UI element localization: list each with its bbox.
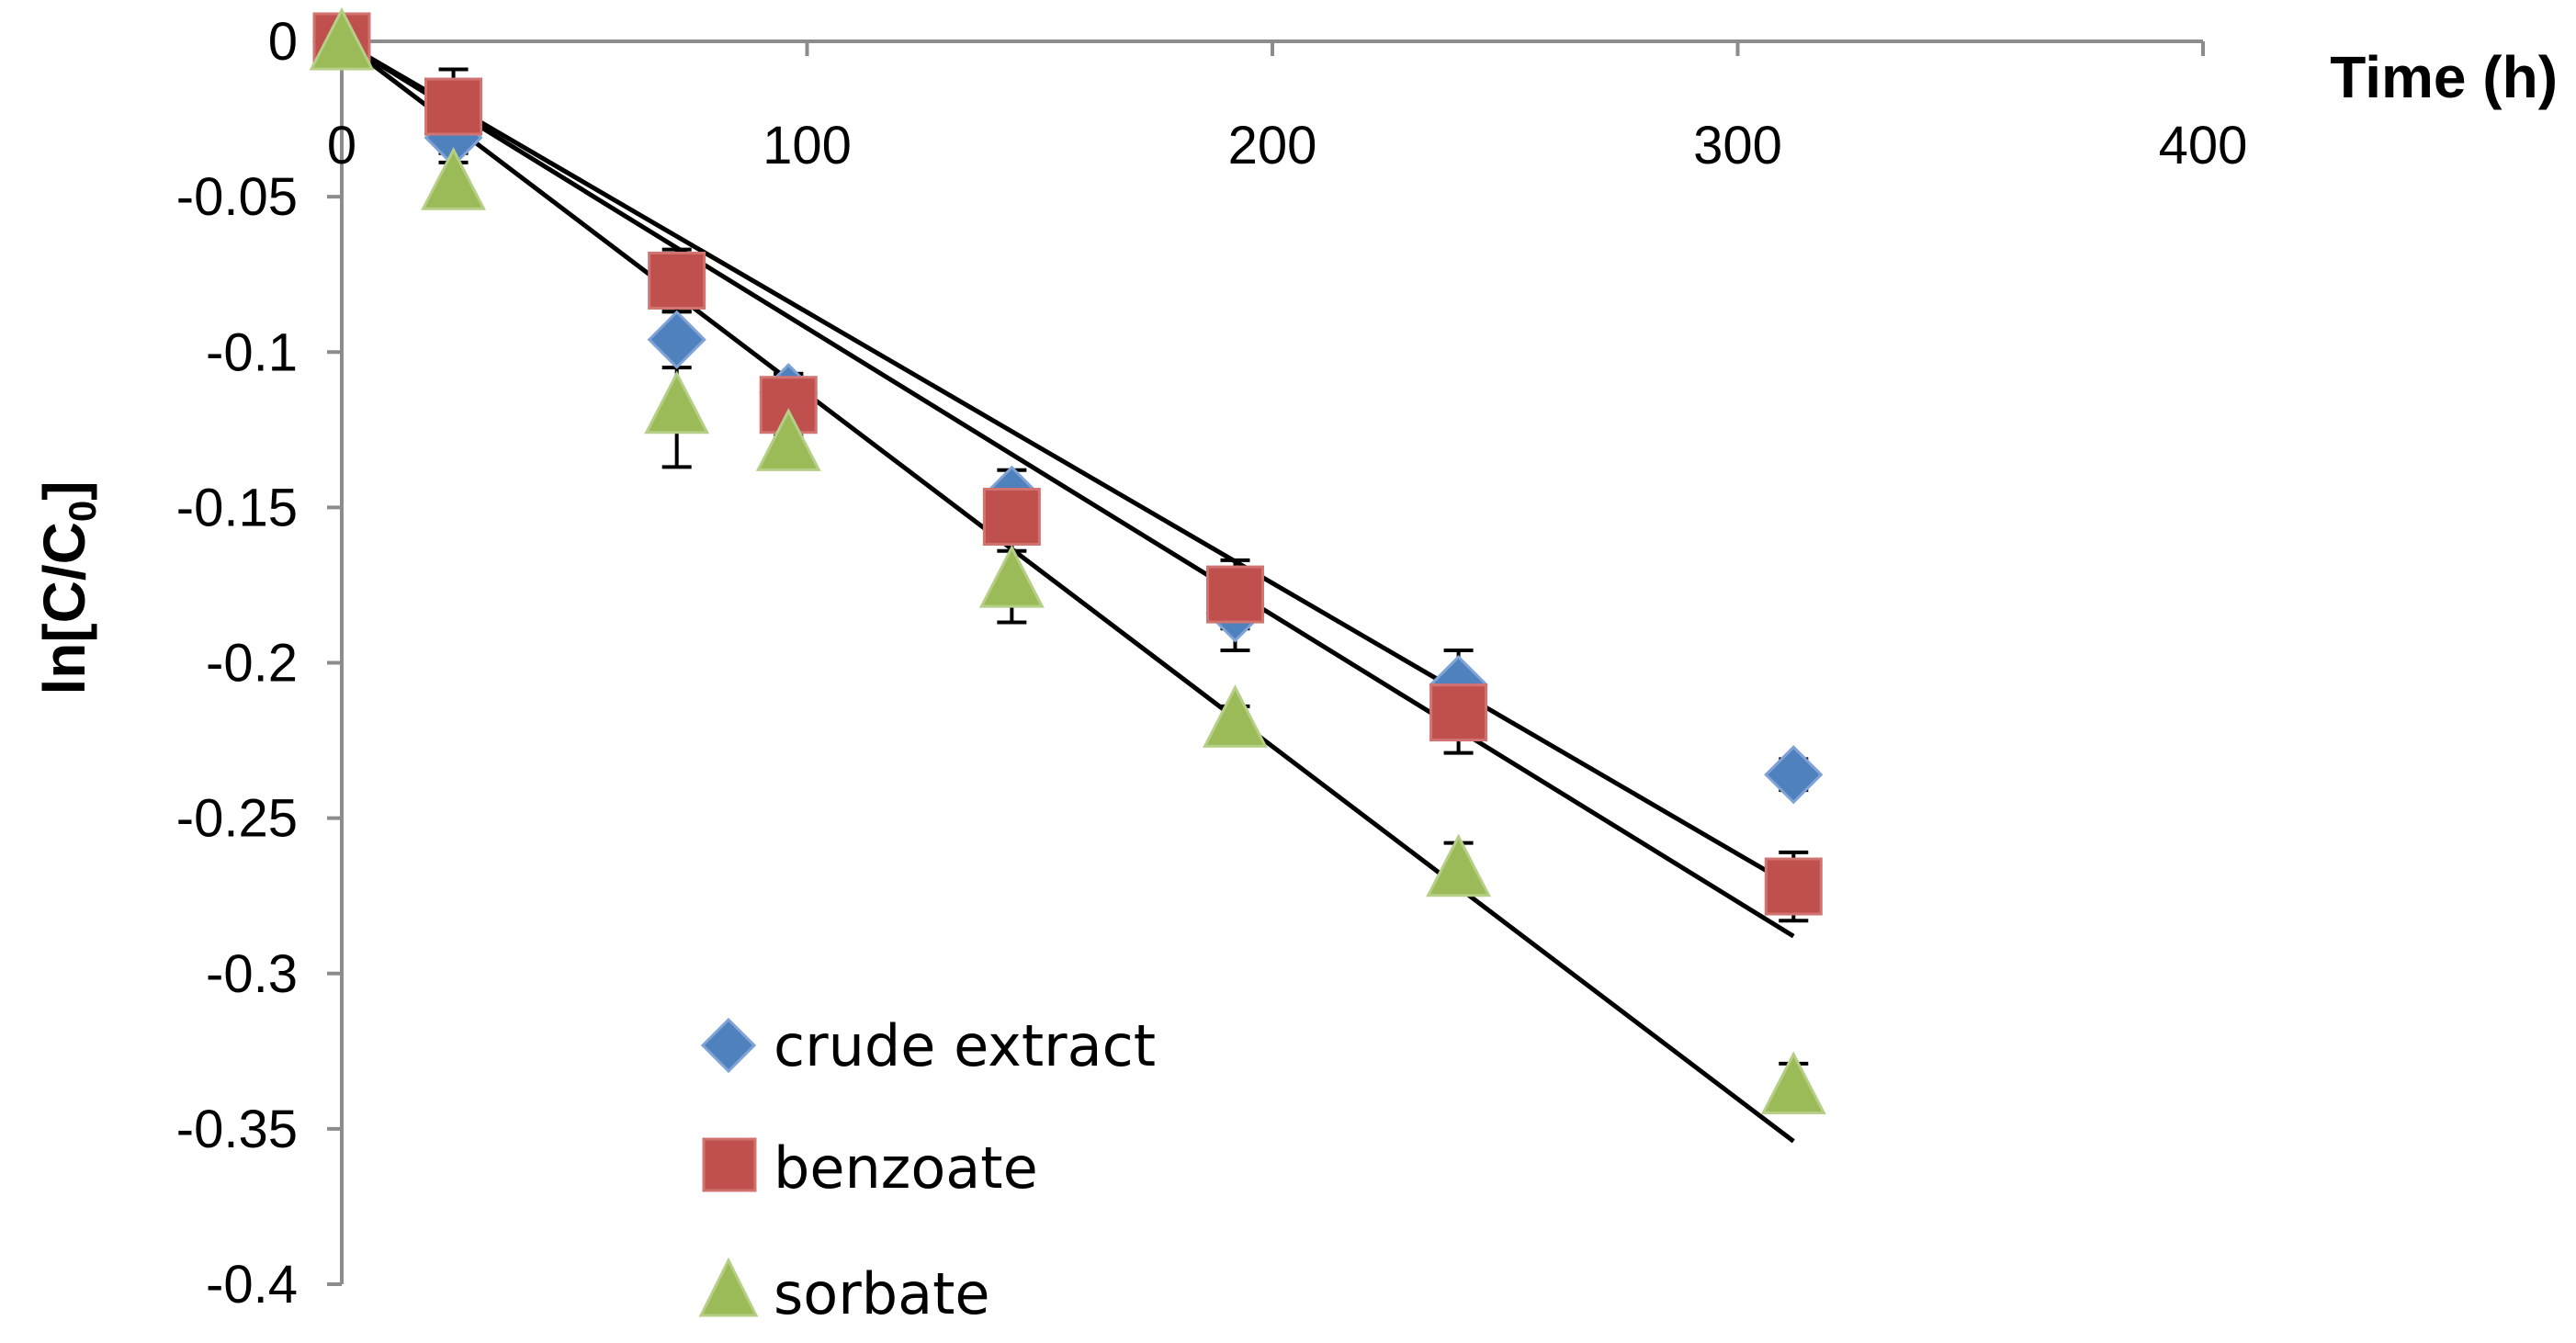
data-point-sorbate — [644, 370, 710, 434]
data-point-sorbate — [1203, 684, 1268, 748]
x-axis-title: Time (h) — [2330, 44, 2558, 110]
data-point-benzoate — [1205, 565, 1264, 624]
data-point-sorbate — [755, 408, 821, 471]
data-point-crude-extract — [647, 310, 706, 369]
data-markers — [309, 6, 1826, 1115]
trend-line-crude-extract — [340, 39, 1795, 889]
x-tick-label: 100 — [763, 116, 852, 175]
legend-item-crude-extract: crude extract — [700, 1012, 1156, 1079]
y-tick-label: -0.1 — [206, 322, 298, 382]
y-tick-label: -0.2 — [206, 634, 298, 694]
legend-label-crude-extract: crude extract — [774, 1012, 1156, 1079]
y-tick-label: 0 — [268, 12, 298, 72]
legend-item-sorbate: sorbate — [698, 1257, 990, 1327]
data-point-benzoate — [424, 77, 483, 136]
y-tick-label: -0.3 — [206, 944, 298, 1004]
y-tick-label: -0.05 — [176, 167, 298, 227]
y-axis-title-main: ln[C/C — [31, 522, 97, 694]
legend: crude extract benzoate sorbate — [698, 1012, 1156, 1327]
y-tick-label: -0.15 — [176, 478, 298, 537]
diamond-marker-icon — [700, 1017, 757, 1074]
triangle-marker-icon — [698, 1257, 759, 1317]
y-axis-title-end: ] — [31, 480, 97, 500]
error-bars — [438, 67, 1809, 1110]
legend-label-benzoate: benzoate — [774, 1134, 1038, 1202]
y-axis-title-subscript: 0 — [61, 501, 104, 522]
legend-label-sorbate: sorbate — [774, 1260, 990, 1327]
data-point-sorbate — [1426, 833, 1492, 897]
y-axis-ticks: 0 -0.05 -0.1 -0.15 -0.2 -0.25 -0.3 -0.35 -0.4 — [176, 12, 342, 1315]
x-axis-ticks: 0 100 200 300 400 — [327, 41, 2248, 175]
legend-item-benzoate: benzoate — [702, 1134, 1038, 1202]
data-point-sorbate — [309, 6, 375, 71]
data-point-benzoate — [982, 488, 1041, 547]
y-axis-title: ln[C/C0] — [31, 480, 104, 694]
y-tick-label: -0.4 — [206, 1255, 298, 1315]
trend-line-benzoate — [340, 39, 1795, 939]
data-point-crude-extract — [1764, 745, 1824, 805]
y-tick-label: -0.35 — [176, 1100, 298, 1159]
data-point-sorbate — [421, 146, 487, 210]
y-tick-label: -0.25 — [176, 789, 298, 849]
x-tick-label: 0 — [327, 116, 356, 175]
square-marker-icon — [702, 1137, 757, 1192]
data-point-benzoate — [1764, 857, 1823, 916]
data-point-sorbate — [1760, 1051, 1826, 1115]
x-tick-label: 300 — [1693, 116, 1782, 175]
data-point-benzoate — [1429, 683, 1488, 742]
trend-lines — [340, 39, 1795, 1144]
axes: 0 -0.05 -0.1 -0.15 -0.2 -0.25 -0.3 -0.35 -0.4 0 1… — [176, 12, 2248, 1315]
x-tick-label: 200 — [1228, 116, 1317, 175]
data-point-sorbate — [978, 544, 1045, 608]
x-tick-label: 400 — [2159, 116, 2248, 175]
data-point-benzoate — [648, 251, 706, 310]
trend-line-sorbate — [340, 40, 1795, 1144]
